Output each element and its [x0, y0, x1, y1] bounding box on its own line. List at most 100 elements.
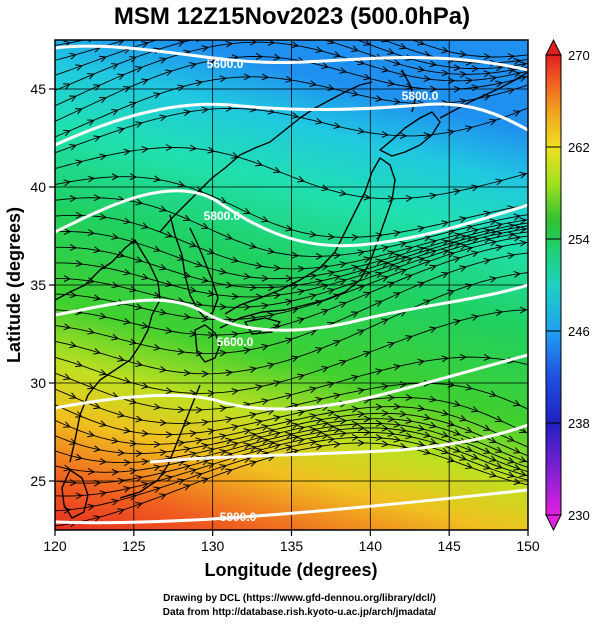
contour-line — [55, 102, 528, 147]
wind-arrow — [327, 269, 336, 277]
wind-arrow — [183, 420, 192, 427]
wind-arrow — [327, 40, 335, 45]
wind-arrow — [495, 244, 504, 252]
wind-arrow — [393, 435, 402, 443]
wind-arrow — [141, 273, 149, 281]
wind-arrow — [387, 250, 396, 258]
wind-arrow — [165, 387, 174, 395]
wind-arrow — [69, 195, 78, 203]
wind-arrow — [141, 222, 149, 230]
wind-arrow — [381, 424, 390, 432]
streamline — [55, 228, 528, 298]
wind-arrow — [195, 437, 204, 445]
wind-arrow — [111, 173, 120, 181]
wind-arrow — [225, 437, 234, 445]
wind-arrow — [153, 344, 162, 351]
wind-arrow — [333, 51, 341, 58]
wind-arrow — [255, 447, 264, 455]
streamline — [55, 225, 528, 289]
wind-arrow — [219, 267, 228, 275]
wind-arrow — [351, 311, 359, 318]
wind-arrow — [489, 276, 498, 283]
colorbar-tick-label: 270 — [568, 48, 590, 63]
coast-honshu — [219, 157, 396, 329]
wind-arrow — [111, 233, 120, 240]
contour-label: 5800.0 — [204, 209, 241, 223]
wind-arrow — [513, 447, 521, 454]
wind-arrow — [285, 337, 293, 345]
wind-arrow — [495, 309, 504, 317]
wind-arrow — [447, 456, 455, 463]
wind-arrow — [489, 390, 497, 398]
colorbar-tick-label: 262 — [568, 140, 590, 155]
streamline — [55, 56, 528, 122]
wind-arrow — [315, 278, 324, 286]
wind-arrow — [75, 411, 83, 418]
wind-arrow — [357, 387, 366, 395]
wind-arrow — [465, 445, 473, 452]
wind-arrow — [507, 53, 516, 61]
wind-arrow — [357, 127, 366, 135]
wind-arrow — [63, 179, 72, 187]
wind-arrow — [495, 64, 504, 72]
contour-line — [55, 189, 528, 248]
wind-arrow — [117, 251, 126, 258]
wind-arrow — [117, 127, 125, 134]
wind-arrow — [225, 281, 234, 289]
wind-arrow — [195, 79, 204, 87]
wind-arrow — [111, 437, 120, 444]
wind-arrow — [297, 425, 306, 432]
wind-arrow — [177, 478, 185, 485]
wind-arrow — [219, 464, 227, 471]
wind-arrow — [375, 95, 384, 102]
wind-arrow — [267, 247, 276, 255]
wind-arrow — [201, 315, 210, 323]
wind-arrow — [453, 188, 462, 196]
wind-arrow — [285, 444, 294, 452]
wind-arrow — [447, 129, 456, 136]
wind-arrow — [249, 284, 258, 291]
wind-arrow — [351, 90, 360, 97]
wind-arrow — [327, 84, 336, 91]
wind-arrow — [339, 430, 348, 438]
wind-arrow — [489, 471, 497, 478]
x-tick-label: 145 — [437, 538, 461, 554]
wind-arrow — [69, 95, 77, 102]
wind-arrow — [363, 73, 372, 81]
wind-arrow — [159, 114, 168, 122]
wind-arrow — [93, 194, 102, 202]
wind-arrow — [207, 462, 215, 469]
wind-arrow — [339, 278, 347, 285]
wind-arrow — [423, 431, 432, 438]
wind-arrow — [423, 413, 432, 421]
wind-arrow — [99, 420, 107, 427]
wind-arrow — [321, 420, 330, 428]
wind-arrow — [363, 256, 372, 263]
wind-arrow — [243, 428, 252, 435]
wind-arrow — [447, 381, 456, 388]
wind-arrow — [123, 217, 132, 225]
wind-arrow — [267, 284, 276, 292]
wind-arrow — [123, 268, 132, 276]
wind-arrow — [273, 380, 282, 387]
wind-arrow — [183, 463, 192, 471]
wind-arrow — [297, 265, 306, 273]
wind-arrow — [483, 93, 492, 101]
wind-arrow — [495, 230, 504, 238]
wind-arrow — [165, 231, 173, 238]
wind-arrow — [219, 303, 228, 311]
wind-arrow — [117, 449, 126, 457]
wind-arrow — [195, 472, 203, 479]
wind-arrow — [243, 347, 252, 355]
wind-arrow — [75, 453, 84, 461]
wind-arrow — [141, 146, 150, 153]
wind-arrow — [207, 447, 216, 454]
x-axis-label: Longitude (degrees) — [204, 560, 377, 580]
wind-arrow — [159, 205, 167, 212]
wind-arrow — [417, 281, 425, 288]
wind-arrow — [285, 298, 294, 306]
wind-arrow — [375, 434, 384, 442]
x-tick-label: 140 — [359, 538, 383, 554]
wind-arrow — [465, 125, 474, 133]
wind-arrow — [399, 132, 408, 140]
